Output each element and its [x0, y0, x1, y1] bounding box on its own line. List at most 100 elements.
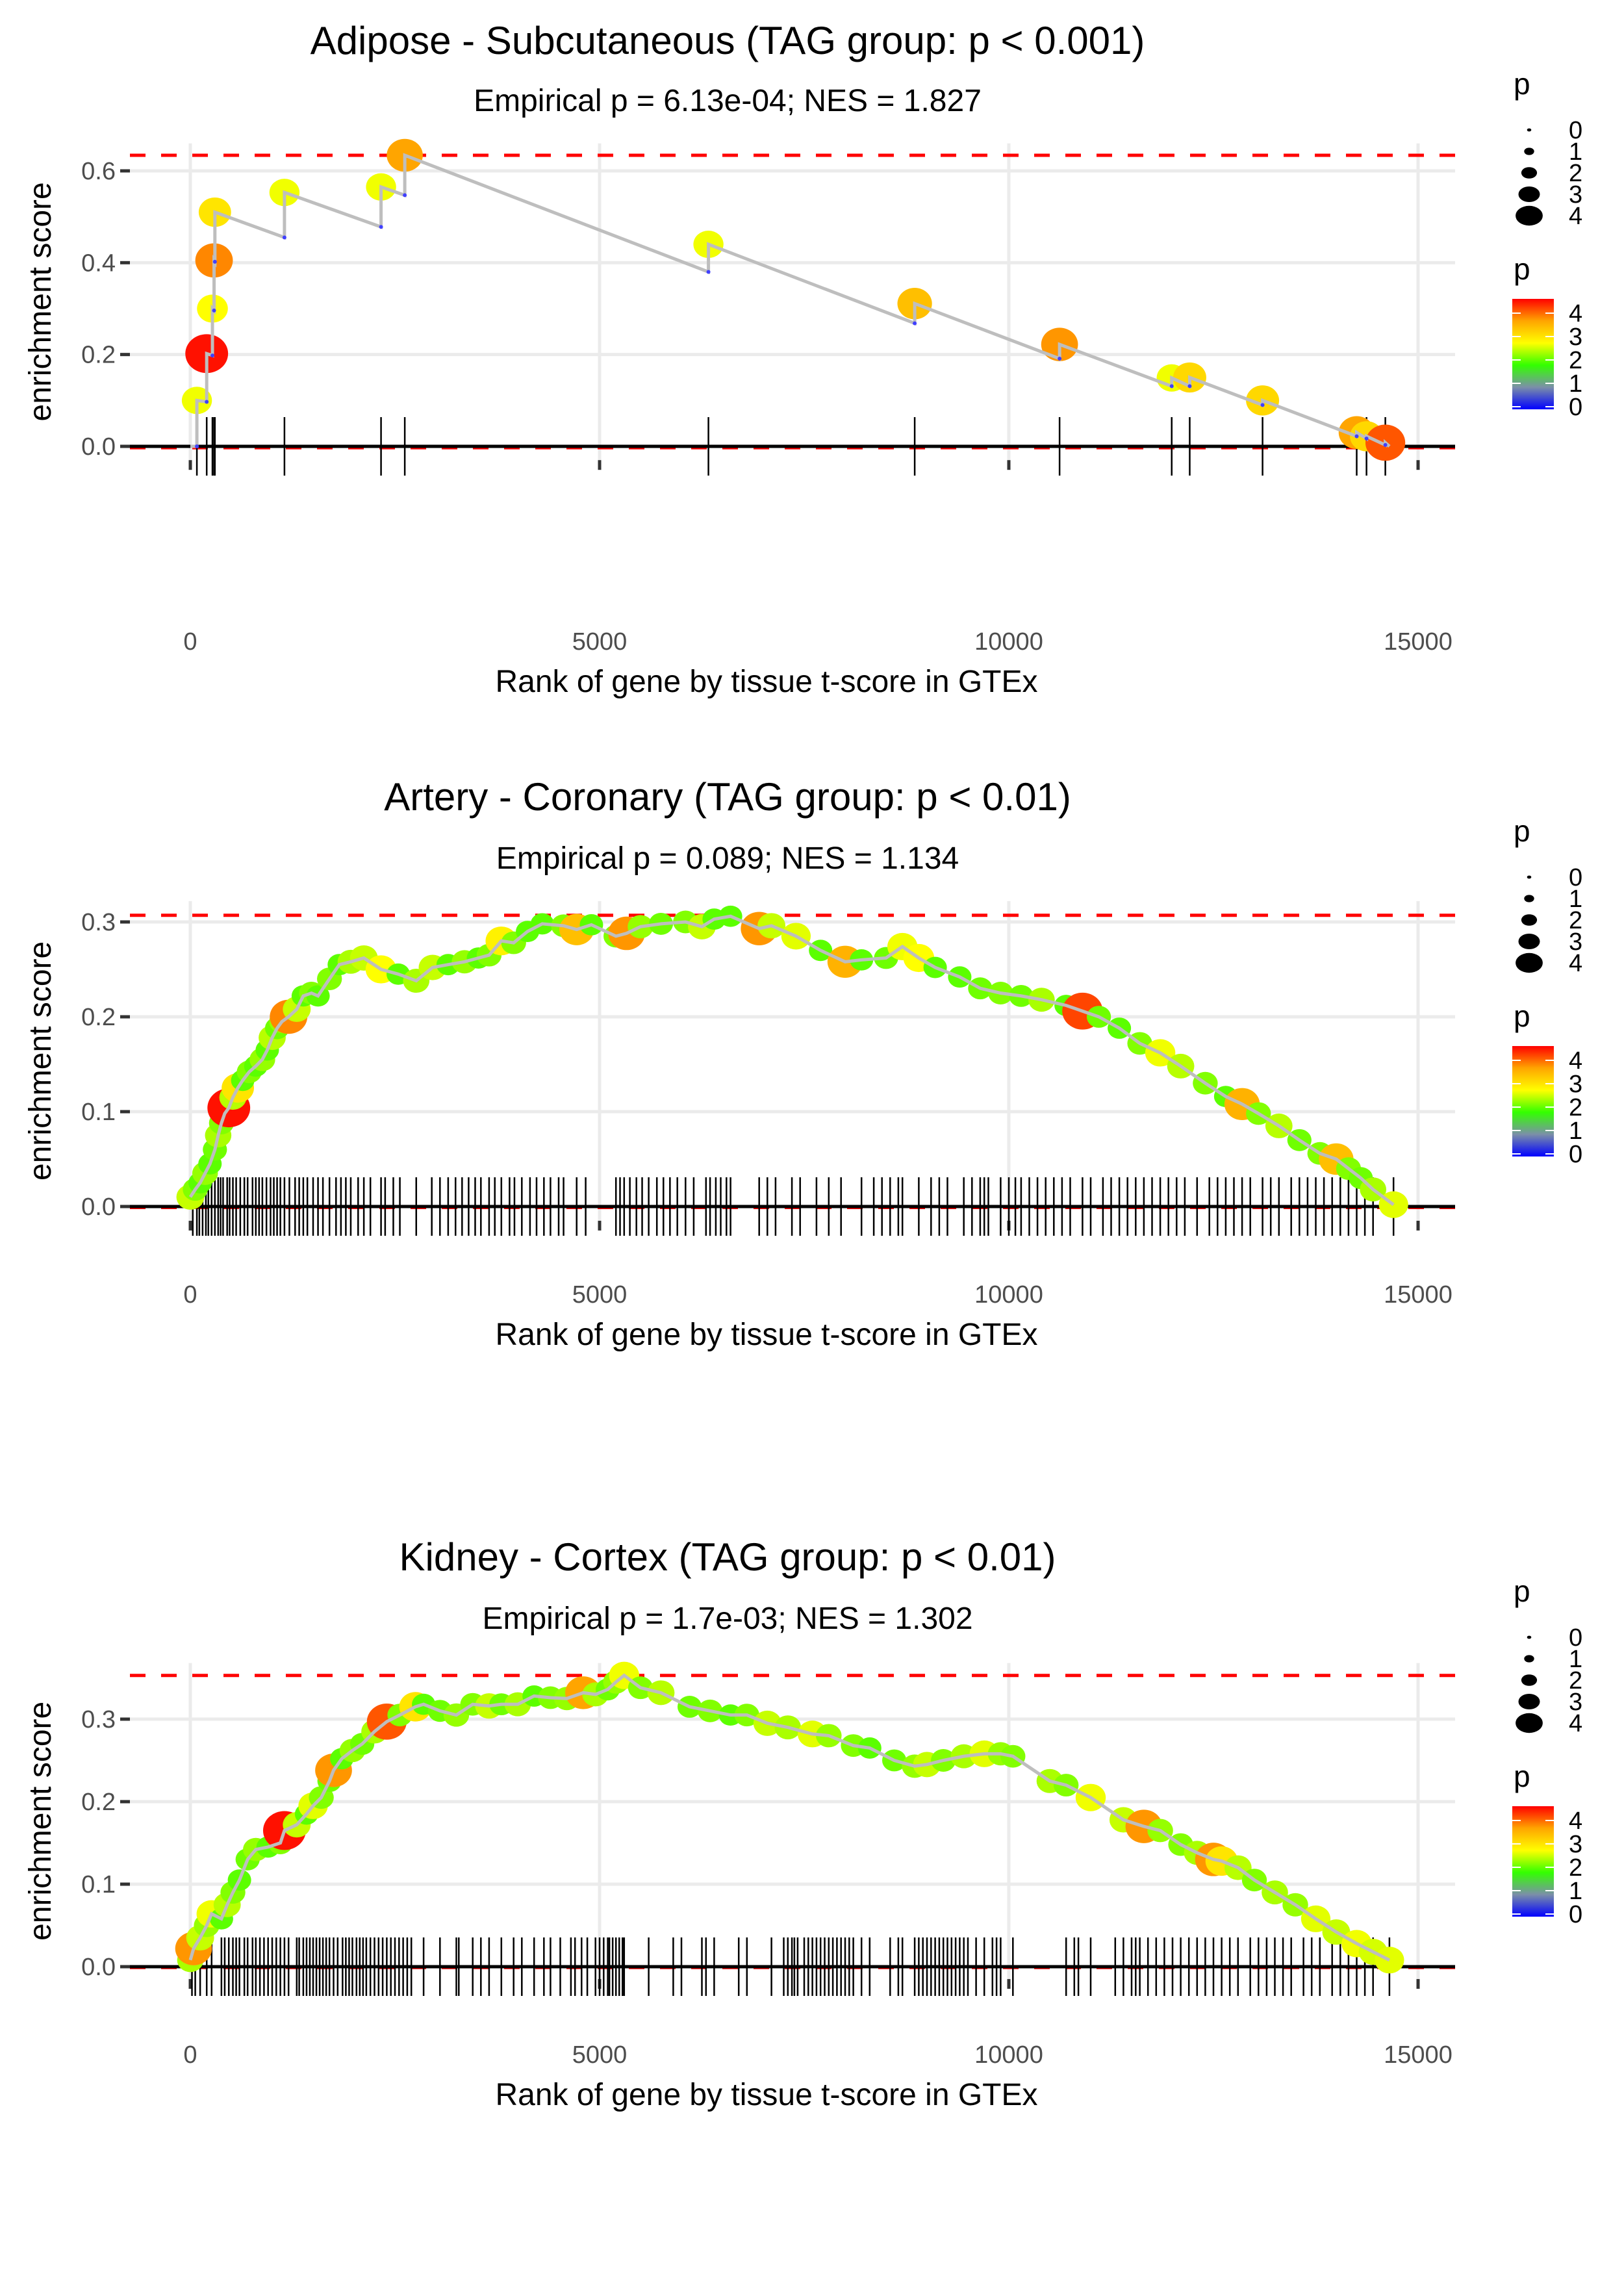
size-legend-label: 0: [1569, 117, 1582, 144]
enrichment-plot: 0.0 0.2 0.4 0.6 0 5000 10000 15000 Rank of gene …: [23, 67, 1582, 699]
axes: 0.0 0.1 0.2 0.3 0 5000 10000 15000 Rank of gene …: [23, 1702, 1453, 2112]
x-tick-label: 15000: [1384, 2041, 1453, 2069]
x-axis-title: Rank of gene by tissue t-score in GTEx: [495, 665, 1037, 699]
running-es-line: [190, 153, 1391, 448]
size-legend-dot: [1524, 1655, 1534, 1663]
colorbar-label: 1: [1569, 1118, 1582, 1145]
colorbar-label: 0: [1569, 394, 1582, 421]
axes: 0.0 0.1 0.2 0.3 0 5000 10000 15000 Rank of gene …: [23, 909, 1453, 1352]
running-es-line: [188, 1673, 1391, 1962]
es-trough-marker: [195, 444, 199, 448]
colorbar-label: 0: [1569, 1901, 1582, 1928]
size-legend-dot: [1521, 167, 1538, 179]
size-legend-dot: [1516, 1713, 1543, 1733]
es-trough-marker: [212, 259, 217, 264]
y-tick-label: 0.0: [81, 1954, 116, 1981]
panel-adipose: Adipose - Subcutaneous (TAG group: p < 0…: [0, 0, 1624, 734]
x-tick-label: 15000: [1384, 1281, 1453, 1309]
size-legend-label: 0: [1569, 864, 1582, 891]
x-tick-label: 5000: [572, 1281, 628, 1309]
color-legend-title: p: [1514, 1759, 1530, 1793]
size-legend-dot: [1516, 205, 1543, 226]
size-legend-label: 1: [1569, 886, 1582, 913]
size-legend-label: 1: [1569, 1646, 1582, 1673]
colorbar-label: 3: [1569, 1831, 1582, 1858]
es-trough-marker: [1187, 384, 1192, 389]
colorbar-label: 2: [1569, 1854, 1582, 1882]
es-trough-marker: [1260, 403, 1265, 407]
size-legend-label: 4: [1569, 203, 1582, 230]
y-tick-label: 0.1: [81, 1871, 116, 1898]
y-tick-label: 0.1: [81, 1099, 116, 1126]
es-trough-marker: [282, 235, 286, 240]
es-trough-marker: [1169, 384, 1174, 389]
size-legend-label: 1: [1569, 138, 1582, 166]
size-legend-dot: [1524, 895, 1534, 902]
size-legend-dot: [1518, 186, 1540, 202]
y-axis-title: enrichment score: [23, 182, 58, 421]
gridlines: [130, 1663, 1455, 1980]
es-trough-marker: [210, 353, 215, 358]
x-tick-label: 0: [183, 628, 197, 656]
size-legend-label: 0: [1569, 1624, 1582, 1652]
es-trough-marker: [1364, 436, 1369, 441]
size-legend-label: 2: [1569, 160, 1582, 187]
colorbar-label: 3: [1569, 324, 1582, 351]
x-axis-title: Rank of gene by tissue t-score in GTEx: [495, 2078, 1037, 2112]
colorbar-label: 4: [1569, 1047, 1582, 1075]
chart-title: Adipose - Subcutaneous (TAG group: p < 0…: [310, 19, 1145, 62]
colorbar-label: 0: [1569, 1141, 1582, 1168]
colorbar: [1512, 1806, 1554, 1917]
colorbar-label: 4: [1569, 300, 1582, 327]
size-legend-label: 4: [1569, 1710, 1582, 1737]
size-legend-label: 3: [1569, 1689, 1582, 1716]
y-tick-label: 0.0: [81, 1194, 116, 1221]
y-tick-label: 0.2: [81, 1789, 116, 1816]
es-trough-marker: [379, 225, 383, 229]
es-trough-marker: [913, 321, 917, 326]
es-trough-marker: [212, 308, 216, 313]
size-legend-label: 4: [1569, 950, 1582, 977]
es-points: [176, 905, 1408, 1218]
size-legend-dot: [1527, 1635, 1532, 1639]
y-axis-title: enrichment score: [23, 1702, 58, 1941]
x-tick-label: 10000: [974, 2041, 1043, 2069]
y-tick-label: 0.4: [81, 249, 116, 277]
es-trough-marker: [1354, 434, 1359, 439]
y-tick-label: 0.3: [81, 1706, 116, 1733]
panel-kidney: Kidney - Cortex (TAG group: p < 0.01) Em…: [0, 1520, 1624, 2274]
x-tick-label: 10000: [974, 628, 1043, 656]
es-trough-marker: [205, 400, 209, 404]
y-tick-label: 0.0: [81, 433, 116, 461]
x-axis-title: Rank of gene by tissue t-score in GTEx: [495, 1318, 1037, 1352]
size-legend-dot: [1516, 952, 1543, 973]
size-legend-dot: [1518, 934, 1540, 949]
y-tick-label: 0.6: [81, 158, 116, 185]
colorbar-label: 4: [1569, 1808, 1582, 1835]
colorbar-label: 3: [1569, 1071, 1582, 1098]
size-legend-dot: [1521, 1674, 1538, 1686]
size-legend-title: p: [1514, 67, 1530, 101]
size-legend-title: p: [1514, 1574, 1530, 1608]
y-tick-label: 0.2: [81, 342, 116, 369]
x-tick-label: 0: [183, 1281, 197, 1309]
running-es-line: [188, 914, 1395, 1207]
color-legend-title: p: [1514, 252, 1530, 286]
x-tick-label: 0: [183, 2041, 197, 2069]
y-axis-title: enrichment score: [23, 941, 58, 1181]
es-trough-marker: [706, 270, 711, 274]
x-tick-label: 15000: [1384, 628, 1453, 656]
size-legend-title: p: [1514, 814, 1530, 848]
axes: 0.0 0.2 0.4 0.6 0 5000 10000 15000 Rank of gene …: [23, 158, 1453, 699]
es-points: [175, 1661, 1404, 1974]
size-legend-label: 2: [1569, 1667, 1582, 1694]
colorbar-label: 2: [1569, 347, 1582, 374]
chart-subtitle: Empirical p = 1.7e-03; NES = 1.302: [482, 1602, 973, 1636]
colorbar-label: 1: [1569, 370, 1582, 398]
chart-title: Kidney - Cortex (TAG group: p < 0.01): [399, 1535, 1056, 1579]
size-legend-dot: [1518, 1694, 1540, 1709]
